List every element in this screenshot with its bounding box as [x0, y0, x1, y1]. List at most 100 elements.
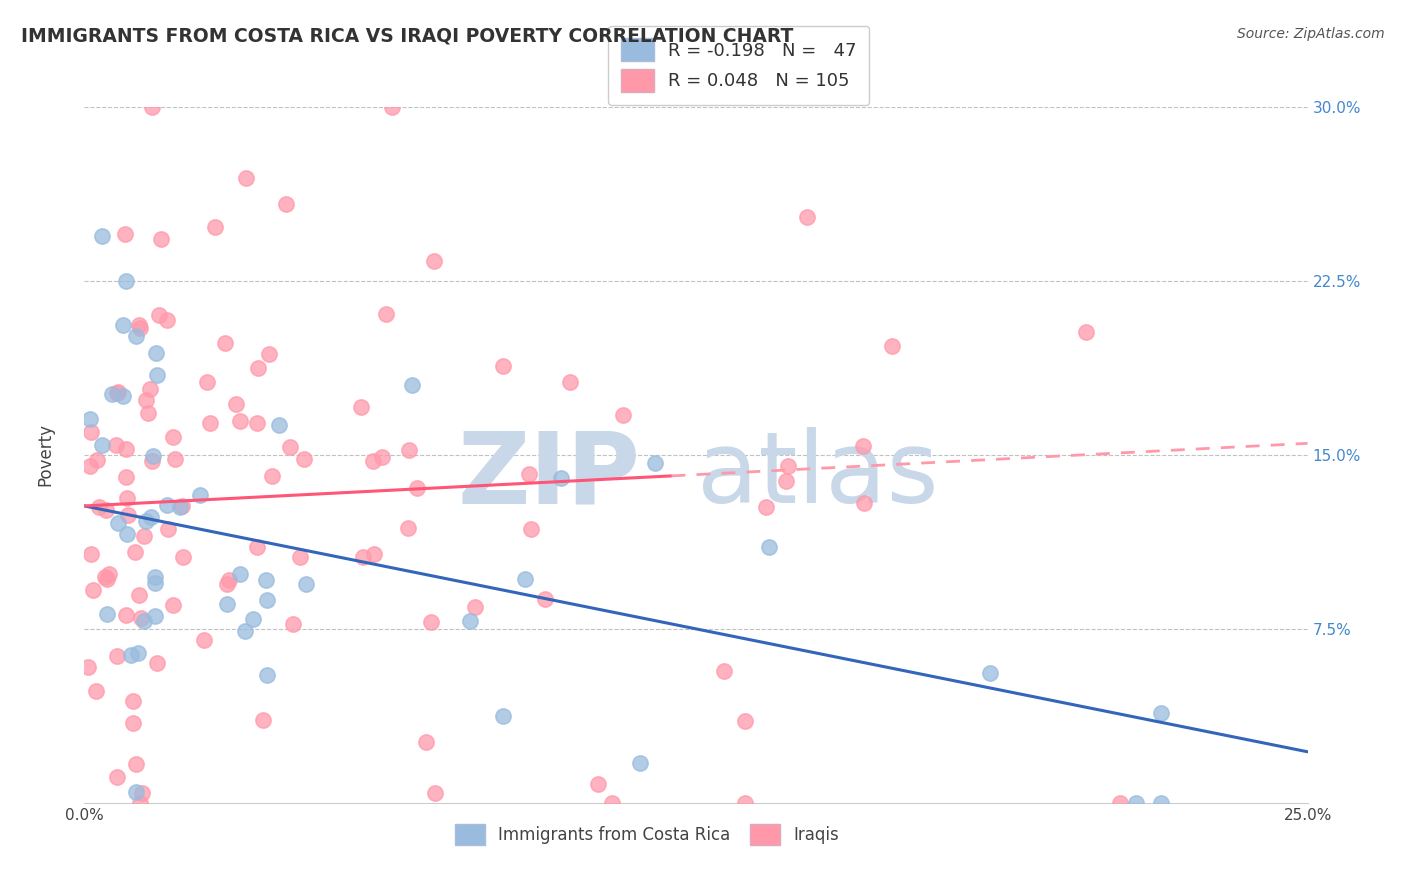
Point	[288, 550, 311, 565]
Point	[755, 500, 778, 515]
Point	[242, 611, 264, 625]
Point	[517, 467, 540, 481]
Point	[349, 400, 371, 414]
Point	[215, 576, 238, 591]
Point	[776, 459, 799, 474]
Point	[558, 376, 581, 390]
Point	[156, 522, 179, 536]
Point	[423, 253, 446, 268]
Point	[204, 219, 226, 234]
Point	[128, 796, 150, 810]
Point	[107, 516, 129, 530]
Point	[775, 475, 797, 489]
Point	[370, 450, 392, 465]
Point	[256, 668, 278, 682]
Point	[162, 430, 184, 444]
Point	[515, 572, 537, 586]
Point	[246, 417, 269, 431]
Point	[145, 368, 167, 383]
Point	[172, 550, 194, 565]
Point	[267, 417, 290, 432]
Point	[124, 545, 146, 559]
Point	[79, 459, 101, 474]
Point	[128, 320, 150, 334]
Point	[143, 575, 166, 590]
Point	[115, 491, 138, 506]
Point	[254, 573, 277, 587]
Point	[89, 500, 111, 514]
Point	[600, 796, 623, 810]
Point	[423, 786, 446, 800]
Point	[128, 318, 150, 332]
Point	[141, 454, 163, 468]
Point	[94, 503, 117, 517]
Point	[163, 452, 186, 467]
Point	[363, 547, 385, 561]
Point	[94, 569, 117, 583]
Point	[550, 471, 572, 485]
Point	[162, 598, 184, 612]
Point	[247, 361, 270, 376]
Point	[245, 540, 267, 554]
Point	[218, 573, 240, 587]
Point	[114, 274, 136, 288]
Point	[215, 597, 238, 611]
Point	[458, 614, 481, 628]
Point	[96, 607, 118, 621]
Point	[235, 170, 257, 185]
Point	[375, 307, 398, 321]
Point	[260, 469, 283, 483]
Point	[734, 796, 756, 810]
Point	[156, 498, 179, 512]
Point	[228, 567, 250, 582]
Point	[796, 210, 818, 224]
Point	[979, 666, 1001, 681]
Point	[235, 624, 257, 638]
Point	[612, 408, 634, 422]
Point	[734, 714, 756, 728]
Point	[396, 521, 419, 535]
Point	[111, 389, 134, 403]
Point	[82, 583, 104, 598]
Point	[114, 227, 136, 241]
Text: IMMIGRANTS FROM COSTA RICA VS IRAQI POVERTY CORRELATION CHART: IMMIGRANTS FROM COSTA RICA VS IRAQI POVE…	[21, 27, 793, 45]
Point	[492, 709, 515, 723]
Point	[122, 716, 145, 731]
Point	[361, 454, 384, 468]
Point	[148, 308, 170, 322]
Point	[1150, 706, 1173, 720]
Point	[135, 514, 157, 528]
Point	[145, 346, 167, 360]
Point	[127, 646, 149, 660]
Point	[292, 452, 315, 467]
Point	[294, 576, 316, 591]
Point	[122, 693, 145, 707]
Point	[90, 229, 112, 244]
Point	[134, 529, 156, 543]
Point	[1125, 796, 1147, 810]
Point	[1074, 325, 1097, 339]
Point	[852, 496, 875, 510]
Point	[628, 756, 651, 770]
Point	[464, 599, 486, 614]
Point	[1108, 796, 1130, 810]
Text: ZIP: ZIP	[458, 427, 641, 524]
Point	[882, 339, 904, 353]
Point	[125, 757, 148, 772]
Point	[138, 382, 160, 396]
Point	[352, 550, 374, 565]
Point	[77, 659, 100, 673]
Point	[398, 442, 420, 457]
Point	[131, 786, 153, 800]
Point	[195, 375, 218, 389]
Point	[644, 456, 666, 470]
Point	[257, 347, 280, 361]
Point	[101, 387, 124, 401]
Point	[128, 588, 150, 602]
Point	[758, 540, 780, 554]
Point	[134, 614, 156, 628]
Point	[141, 100, 163, 114]
Legend: Immigrants from Costa Rica, Iraqis: Immigrants from Costa Rica, Iraqis	[446, 815, 848, 854]
Point	[193, 633, 215, 648]
Point	[172, 499, 194, 513]
